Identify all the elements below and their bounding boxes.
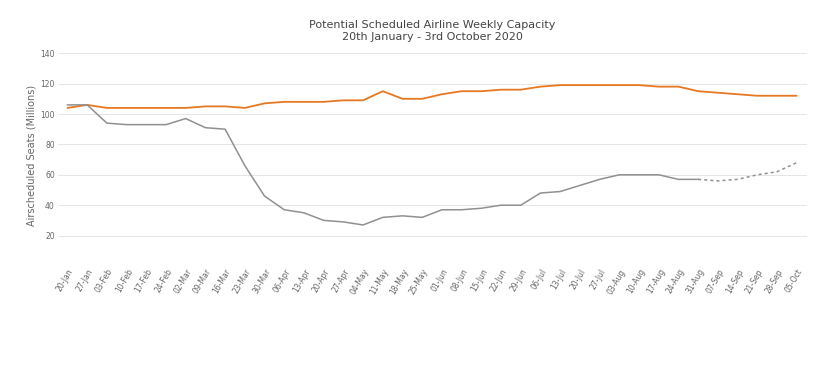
Adjusted Capacity By Week [653, 173, 663, 177]
2019 Weekly Capacity [221, 104, 230, 109]
2019 Weekly Capacity [693, 89, 703, 93]
2019 Weekly Capacity [240, 106, 250, 110]
2019 Weekly Capacity [378, 89, 388, 93]
2019 Weekly Capacity [556, 83, 565, 87]
Adjusted Capacity By Week [122, 122, 132, 127]
2019 Weekly Capacity [358, 98, 368, 103]
Adjusted Capacity By Week [575, 183, 585, 188]
2019 Weekly Capacity [673, 84, 683, 89]
2019 Weekly Capacity [437, 92, 447, 97]
Adjusted Capacity By Week [338, 220, 348, 224]
Y-axis label: Airscheduled Seats (Millions): Airscheduled Seats (Millions) [26, 85, 36, 226]
2019 Weekly Capacity [161, 106, 171, 110]
Adjusted Capacity By Week [477, 206, 486, 211]
Adjusted Capacity By Week [614, 173, 624, 177]
Adjusted Capacity By Week [181, 116, 191, 121]
Adjusted Capacity By Week [279, 207, 289, 212]
2019 Weekly Capacity [201, 104, 211, 109]
Adjusted Capacity By Week [673, 177, 683, 182]
Adjusted Capacity By Week [437, 207, 447, 212]
2019 Weekly Capacity [122, 106, 132, 110]
2019 Weekly Capacity [417, 97, 427, 101]
Adjusted Capacity By Week [417, 215, 427, 220]
2019 Weekly Capacity [338, 98, 348, 103]
Adjusted Capacity By Week [556, 189, 565, 194]
2019 Weekly Capacity [595, 83, 605, 87]
Adjusted Capacity By Week [63, 103, 72, 107]
Adjusted Capacity By Week [259, 194, 269, 198]
2019 Weekly Capacity [653, 84, 663, 89]
Adjusted Capacity By Week [457, 207, 467, 212]
Adjusted Capacity By Week [82, 103, 92, 107]
2019 Weekly Capacity [82, 103, 92, 107]
2019 Weekly Capacity [732, 92, 742, 97]
Line: Adjusted Capacity By Week: Adjusted Capacity By Week [67, 105, 698, 225]
2019 Weekly Capacity [634, 83, 644, 87]
2019 Weekly Capacity [102, 106, 112, 110]
2019 Weekly Capacity [496, 87, 506, 92]
2019 Weekly Capacity [279, 100, 289, 104]
Adjusted Capacity By Week [102, 121, 112, 125]
Adjusted Capacity By Week [299, 211, 309, 215]
Adjusted Capacity By Week [634, 173, 644, 177]
Adjusted Capacity By Week [595, 177, 605, 182]
2019 Weekly Capacity [319, 100, 328, 104]
2019 Weekly Capacity [398, 97, 407, 101]
2019 Weekly Capacity [457, 89, 467, 93]
Adjusted Capacity By Week [161, 122, 171, 127]
2019 Weekly Capacity [181, 106, 191, 110]
2019 Weekly Capacity [772, 93, 782, 98]
Adjusted Capacity By Week [201, 125, 211, 130]
Line: 2019 Weekly Capacity: 2019 Weekly Capacity [67, 85, 797, 108]
Adjusted Capacity By Week [536, 191, 546, 195]
2019 Weekly Capacity [299, 100, 309, 104]
2019 Weekly Capacity [63, 106, 72, 110]
2019 Weekly Capacity [614, 83, 624, 87]
Adjusted Capacity By Week [319, 218, 328, 223]
2019 Weekly Capacity [477, 89, 486, 93]
Adjusted Capacity By Week [142, 122, 151, 127]
2019 Weekly Capacity [713, 90, 723, 95]
Title: Potential Scheduled Airline Weekly Capacity
20th January - 3rd October 2020: Potential Scheduled Airline Weekly Capac… [309, 21, 556, 42]
2019 Weekly Capacity [575, 83, 585, 87]
Adjusted Capacity By Week [378, 215, 388, 220]
Adjusted Capacity By Week [516, 203, 526, 207]
Adjusted Capacity By Week [358, 223, 368, 227]
2019 Weekly Capacity [516, 87, 526, 92]
2019 Weekly Capacity [259, 101, 269, 106]
Adjusted Capacity By Week [398, 214, 407, 218]
Adjusted Capacity By Week [693, 177, 703, 182]
2019 Weekly Capacity [792, 93, 802, 98]
2019 Weekly Capacity [536, 84, 546, 89]
Adjusted Capacity By Week [496, 203, 506, 207]
Adjusted Capacity By Week [221, 127, 230, 131]
2019 Weekly Capacity [752, 93, 762, 98]
Adjusted Capacity By Week [240, 163, 250, 168]
2019 Weekly Capacity [142, 106, 151, 110]
